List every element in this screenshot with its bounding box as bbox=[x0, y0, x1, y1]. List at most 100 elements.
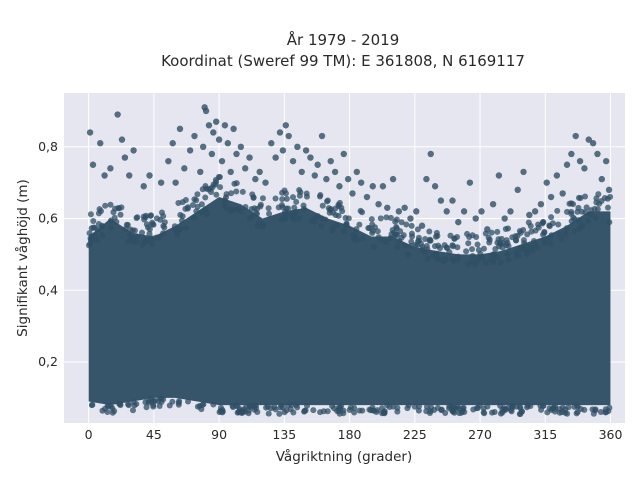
data-point bbox=[505, 256, 512, 263]
data-point bbox=[480, 245, 487, 252]
data-point bbox=[473, 405, 480, 412]
data-point bbox=[117, 402, 124, 409]
data-point bbox=[415, 237, 422, 244]
data-point bbox=[272, 406, 279, 413]
data-point bbox=[495, 236, 502, 243]
data-point bbox=[279, 204, 286, 211]
data-point bbox=[468, 259, 475, 266]
data-point bbox=[329, 224, 336, 231]
data-point bbox=[535, 221, 542, 228]
data-point bbox=[548, 214, 555, 221]
data-point bbox=[509, 404, 516, 411]
data-point bbox=[486, 236, 493, 243]
data-point bbox=[107, 201, 114, 208]
data-point bbox=[181, 165, 188, 172]
data-point bbox=[494, 228, 501, 235]
data-point bbox=[153, 234, 160, 241]
data-point bbox=[520, 168, 527, 176]
data-point bbox=[576, 157, 584, 165]
data-point bbox=[543, 179, 550, 186]
data-point bbox=[172, 179, 179, 186]
data-point bbox=[233, 188, 240, 195]
data-point bbox=[222, 204, 229, 211]
data-point bbox=[218, 157, 226, 165]
data-point bbox=[209, 184, 216, 191]
data-point bbox=[391, 229, 398, 236]
data-point bbox=[276, 410, 283, 417]
data-point bbox=[157, 179, 165, 186]
data-point bbox=[239, 188, 246, 195]
data-point bbox=[381, 410, 388, 417]
data-point bbox=[324, 408, 331, 415]
data-point bbox=[179, 199, 186, 206]
data-point bbox=[257, 201, 264, 208]
data-point bbox=[165, 157, 172, 165]
x-tick-label: 270 bbox=[468, 427, 492, 442]
data-point bbox=[143, 404, 150, 411]
data-point bbox=[386, 404, 393, 411]
data-point bbox=[246, 154, 253, 161]
data-point bbox=[318, 132, 326, 140]
x-tick-label: 135 bbox=[272, 427, 296, 442]
data-point bbox=[568, 208, 575, 215]
data-point bbox=[86, 230, 93, 237]
data-point bbox=[290, 409, 297, 416]
data-point bbox=[606, 404, 613, 411]
data-point bbox=[526, 211, 533, 219]
data-point bbox=[363, 193, 371, 201]
data-point bbox=[387, 234, 394, 241]
data-point bbox=[242, 165, 249, 172]
data-point bbox=[397, 228, 404, 235]
data-point bbox=[210, 401, 217, 408]
data-point bbox=[97, 140, 104, 147]
data-point bbox=[97, 208, 104, 215]
data-point bbox=[125, 238, 132, 245]
data-point bbox=[517, 410, 524, 417]
data-point bbox=[87, 237, 94, 244]
data-point bbox=[547, 193, 555, 201]
data-point bbox=[573, 410, 580, 417]
data-point bbox=[415, 403, 422, 410]
x-tick-label: 90 bbox=[211, 427, 227, 442]
data-point bbox=[230, 404, 237, 411]
data-point bbox=[558, 236, 565, 243]
data-point bbox=[433, 250, 440, 257]
data-point bbox=[598, 175, 606, 183]
data-point bbox=[189, 201, 196, 208]
data-point bbox=[227, 168, 234, 176]
data-point bbox=[283, 195, 290, 202]
data-point bbox=[140, 183, 147, 190]
data-point bbox=[248, 402, 255, 409]
data-point bbox=[375, 200, 382, 208]
data-point bbox=[210, 129, 217, 136]
data-point bbox=[278, 216, 285, 223]
data-point bbox=[174, 231, 181, 238]
data-point bbox=[396, 237, 403, 244]
data-point bbox=[296, 215, 303, 222]
data-point bbox=[353, 168, 361, 176]
data-point bbox=[436, 245, 443, 252]
data-point bbox=[234, 409, 241, 416]
data-point bbox=[455, 218, 462, 226]
data-point bbox=[191, 214, 198, 221]
data-point bbox=[250, 194, 257, 201]
data-point bbox=[259, 195, 266, 202]
data-point bbox=[311, 172, 318, 179]
data-point bbox=[223, 191, 230, 198]
data-point bbox=[497, 410, 504, 417]
data-point bbox=[202, 107, 210, 115]
data-point bbox=[582, 209, 589, 216]
data-point bbox=[231, 206, 238, 213]
data-point bbox=[126, 172, 133, 179]
data-point bbox=[117, 211, 124, 218]
data-point bbox=[185, 398, 192, 405]
data-point bbox=[86, 129, 94, 136]
data-point bbox=[191, 132, 198, 140]
data-point bbox=[134, 214, 141, 221]
data-point bbox=[377, 215, 384, 222]
data-point bbox=[256, 168, 263, 176]
data-point bbox=[563, 225, 570, 232]
data-point bbox=[438, 256, 445, 263]
data-point bbox=[582, 193, 589, 200]
data-point bbox=[311, 218, 318, 225]
